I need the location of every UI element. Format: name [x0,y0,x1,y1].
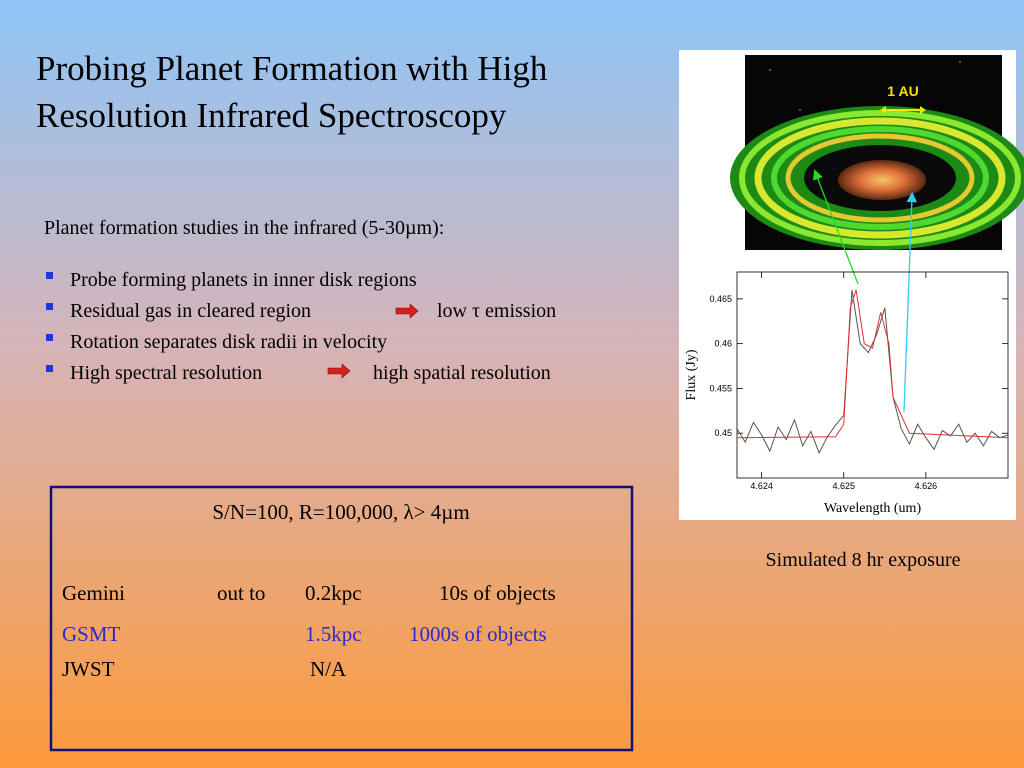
x-tick-label: 4.625 [832,481,855,491]
y-tick-label: 0.45 [714,428,732,438]
cell: Gemini [62,581,125,605]
bullet-list: Probe forming planets in inner disk regi… [46,269,556,384]
title-line: Probing Planet Formation with High [36,49,548,88]
bullet-text: low τ emission [437,300,556,322]
cell: 1000s of objects [409,622,547,646]
summary-box: S/N=100, R=100,000, λ> 4µm Gemini out to… [49,485,634,752]
title-line: Resolution Infrared Spectroscopy [36,96,507,135]
star [799,109,801,111]
spectrum-plot: 0.45 0.455 0.46 0.465 4.624 4.625 4.626 Wavelen… [684,271,1009,516]
pointer-arrow [903,191,918,413]
x-tick-label: 4.624 [750,481,773,491]
arrow-icon [327,363,351,379]
bullet-text: High spectral resolution [70,362,262,384]
bullet-marker [46,365,53,372]
plot-frame [736,271,1009,479]
spectrum-line [736,289,1009,455]
bullet-text: Rotation separates disk radii in velocit… [70,331,387,353]
pointer-arrow [812,169,859,285]
cell: JWST [62,657,115,681]
disk-ring [771,126,989,230]
star [959,61,961,63]
cell: GSMT [62,622,121,646]
disk-core [838,160,926,200]
y-tick-label: 0.465 [709,294,732,304]
y-tick-label: 0.46 [714,339,732,349]
cell: out to [217,581,265,605]
bullet-text: Probe forming planets in inner disk regi… [70,269,417,291]
x-tick-label: 4.626 [915,481,938,491]
box-border [49,485,634,752]
disk-image: 1 AU [730,55,1024,250]
bullet-marker [46,303,53,310]
scale-label: 1 AU [887,83,918,99]
y-axis-label: Flux (Jy) [684,349,699,400]
cell: 10s of objects [439,581,556,605]
disk-ring [785,133,975,223]
x-axis-label: Wavelength (um) [824,501,922,516]
arrow-icon [395,303,419,319]
bullet-text: Residual gas in cleared region [70,300,311,322]
bullet-text: high spatial resolution [373,362,551,384]
disk-ring [739,110,1021,246]
figure-caption: Simulated 8 hr exposure [766,549,961,571]
bullet-marker [46,272,53,279]
y-tick-label: 0.455 [709,383,732,393]
bullet-marker [46,334,53,341]
intro: Planet formation studies in the infrared… [44,217,444,239]
star [769,69,771,71]
cell: N/A [310,657,347,681]
box-header: S/N=100, R=100,000, λ> 4µm [212,500,469,524]
figure: 1 AU 0.45 0.455 0.46 0.465 4.624 4.625 4.626 Wa… [679,50,1024,520]
disk-ring [754,117,1006,239]
spectrum-line [736,289,1009,439]
cell: 1.5kpc [305,622,362,646]
cell: 0.2kpc [305,581,362,605]
